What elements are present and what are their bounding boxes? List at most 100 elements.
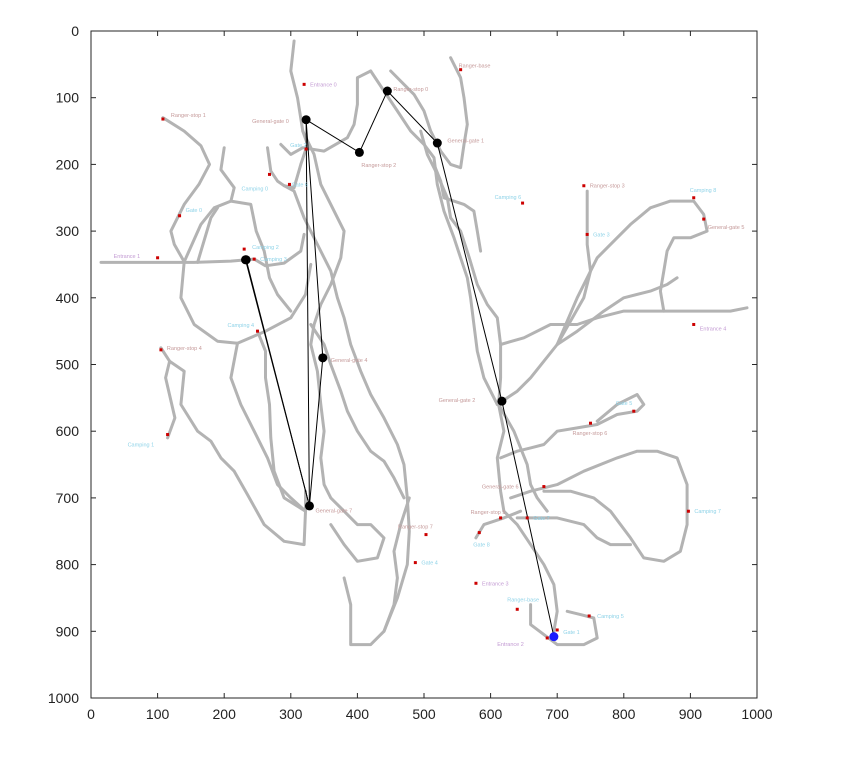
sensor-marker-24 — [632, 409, 636, 413]
sensor-label-2: General-gate 0 — [252, 119, 289, 125]
road-4 — [229, 199, 293, 313]
route-stop-3 — [354, 147, 364, 157]
road-14 — [342, 496, 411, 647]
y-tick-label-0: 0 — [71, 23, 79, 39]
sensor-label-6: Gate 2 — [290, 143, 307, 149]
y-tick-label-400: 400 — [56, 290, 80, 306]
x-axis: 0 100 200 300 400 500 600 700 800 900 1000 — [87, 31, 773, 722]
sensor-label-14: Gate 3 — [593, 232, 610, 238]
sensor-label-8: Camping 0 — [241, 186, 268, 192]
sensor-marker-26 — [166, 433, 170, 437]
sensor-label-22: General-gate 4 — [331, 358, 368, 364]
x-tick-label-100: 100 — [146, 706, 170, 722]
sensor-label-21: Ranger-stop 4 — [167, 346, 202, 352]
sensor-label-27: General-gate 6 — [482, 485, 519, 491]
sensor-label-38: Gate 1 — [563, 630, 580, 636]
sensor-marker-20 — [692, 322, 696, 326]
sensor-label-34: Gate 4 — [421, 561, 438, 567]
y-tick-label-500: 500 — [56, 357, 80, 373]
x-tick-label-300: 300 — [279, 706, 303, 722]
sensor-marker-0 — [302, 82, 306, 86]
sensor-label-20: Entrance 4 — [700, 326, 727, 332]
sensor-label-18: Entrance 1 — [114, 254, 141, 260]
route-stop-2 — [382, 86, 392, 96]
sensor-marker-14 — [585, 232, 589, 236]
sensor-label-31: Gate 7 — [533, 516, 550, 522]
y-tick-label-1000: 1000 — [48, 690, 79, 706]
sensor-label-3: Ranger-stop 0 — [393, 87, 428, 93]
sensor-label-1: Ranger-stop 1 — [171, 113, 206, 119]
sensor-label-39: Entrance 2 — [497, 642, 524, 648]
sensor-marker-21 — [159, 348, 163, 352]
road-7 — [229, 341, 307, 513]
x-tick-label-0: 0 — [87, 706, 95, 722]
x-tick-label-400: 400 — [346, 706, 370, 722]
sensor-marker-36 — [515, 607, 519, 611]
sensor-marker-35 — [474, 581, 478, 585]
sensor-marker-25 — [589, 421, 592, 425]
sensor-marker-18 — [156, 256, 160, 260]
plot-background — [91, 31, 757, 698]
sensor-marker-30 — [499, 516, 503, 520]
road-23 — [555, 199, 709, 346]
sensor-label-26: Camping 1 — [128, 443, 155, 449]
sensor-label-7: Ranger-base — [459, 64, 491, 70]
x-tick-label-700: 700 — [546, 706, 570, 722]
sensor-label-23: General-gate 2 — [439, 398, 476, 404]
road-20 — [497, 403, 549, 513]
x-tick-label-600: 600 — [479, 706, 503, 722]
sensor-label-5: Ranger-stop 2 — [361, 163, 396, 169]
road-network — [99, 39, 749, 647]
sensor-markers: Entrance 0 Ranger-stop 1 General-gate 0 Ran… — [114, 64, 745, 648]
sensor-marker-9 — [287, 182, 291, 186]
sensor-label-37: Camping 5 — [597, 614, 624, 620]
y-tick-label-700: 700 — [56, 490, 80, 506]
sensor-marker-8 — [267, 172, 271, 176]
sensor-marker-17 — [252, 257, 256, 261]
sensor-label-16: Camping 2 — [252, 245, 279, 251]
y-tick-label-800: 800 — [56, 557, 80, 573]
road-26 — [515, 516, 632, 547]
sensor-marker-29 — [686, 509, 690, 513]
sensor-marker-16 — [242, 247, 246, 251]
current-position-marker — [549, 632, 559, 642]
sensor-marker-37 — [587, 614, 591, 618]
sensor-label-19: Camping 4 — [228, 323, 255, 329]
road-16 — [389, 56, 469, 170]
sensor-marker-19 — [256, 329, 259, 333]
road-28 — [529, 603, 599, 647]
sensor-marker-11 — [582, 184, 586, 188]
road-11 — [266, 146, 411, 633]
x-tick-label-900: 900 — [679, 706, 703, 722]
sensor-label-13: General-gate 5 — [708, 225, 745, 231]
route-stop-8 — [241, 255, 251, 265]
road-12 — [301, 129, 386, 563]
x-tick-label-800: 800 — [612, 706, 636, 722]
sensor-marker-13 — [702, 217, 706, 221]
road-8 — [256, 329, 307, 513]
x-tick-label-500: 500 — [412, 706, 436, 722]
sensor-label-29: Camping 7 — [694, 509, 721, 515]
road-6 — [168, 359, 307, 547]
sensor-marker-10 — [521, 201, 525, 205]
road-25 — [509, 449, 689, 563]
sensor-marker-27 — [542, 485, 546, 489]
sensor-label-12: Camping 8 — [690, 188, 717, 194]
sensor-label-24: Gate 5 — [616, 401, 633, 407]
x-tick-label-1000: 1000 — [741, 706, 772, 722]
road-5 — [159, 346, 177, 440]
sensor-marker-31 — [525, 516, 529, 520]
sensor-marker-39 — [545, 636, 549, 640]
road-18 — [432, 162, 483, 253]
sensor-label-33: Ranger-stop 7 — [398, 525, 433, 531]
sensor-marker-34 — [413, 561, 417, 565]
sensor-label-15: Gate 0 — [186, 208, 203, 214]
sensor-label-35: Entrance 3 — [482, 581, 509, 587]
y-tick-label-900: 900 — [56, 623, 80, 639]
route-stops — [241, 86, 559, 642]
route-stop-6 — [304, 501, 314, 511]
sensor-marker-7 — [459, 68, 463, 72]
road-24 — [499, 393, 646, 460]
sensor-marker-6 — [304, 147, 308, 151]
road-10 — [279, 69, 373, 156]
